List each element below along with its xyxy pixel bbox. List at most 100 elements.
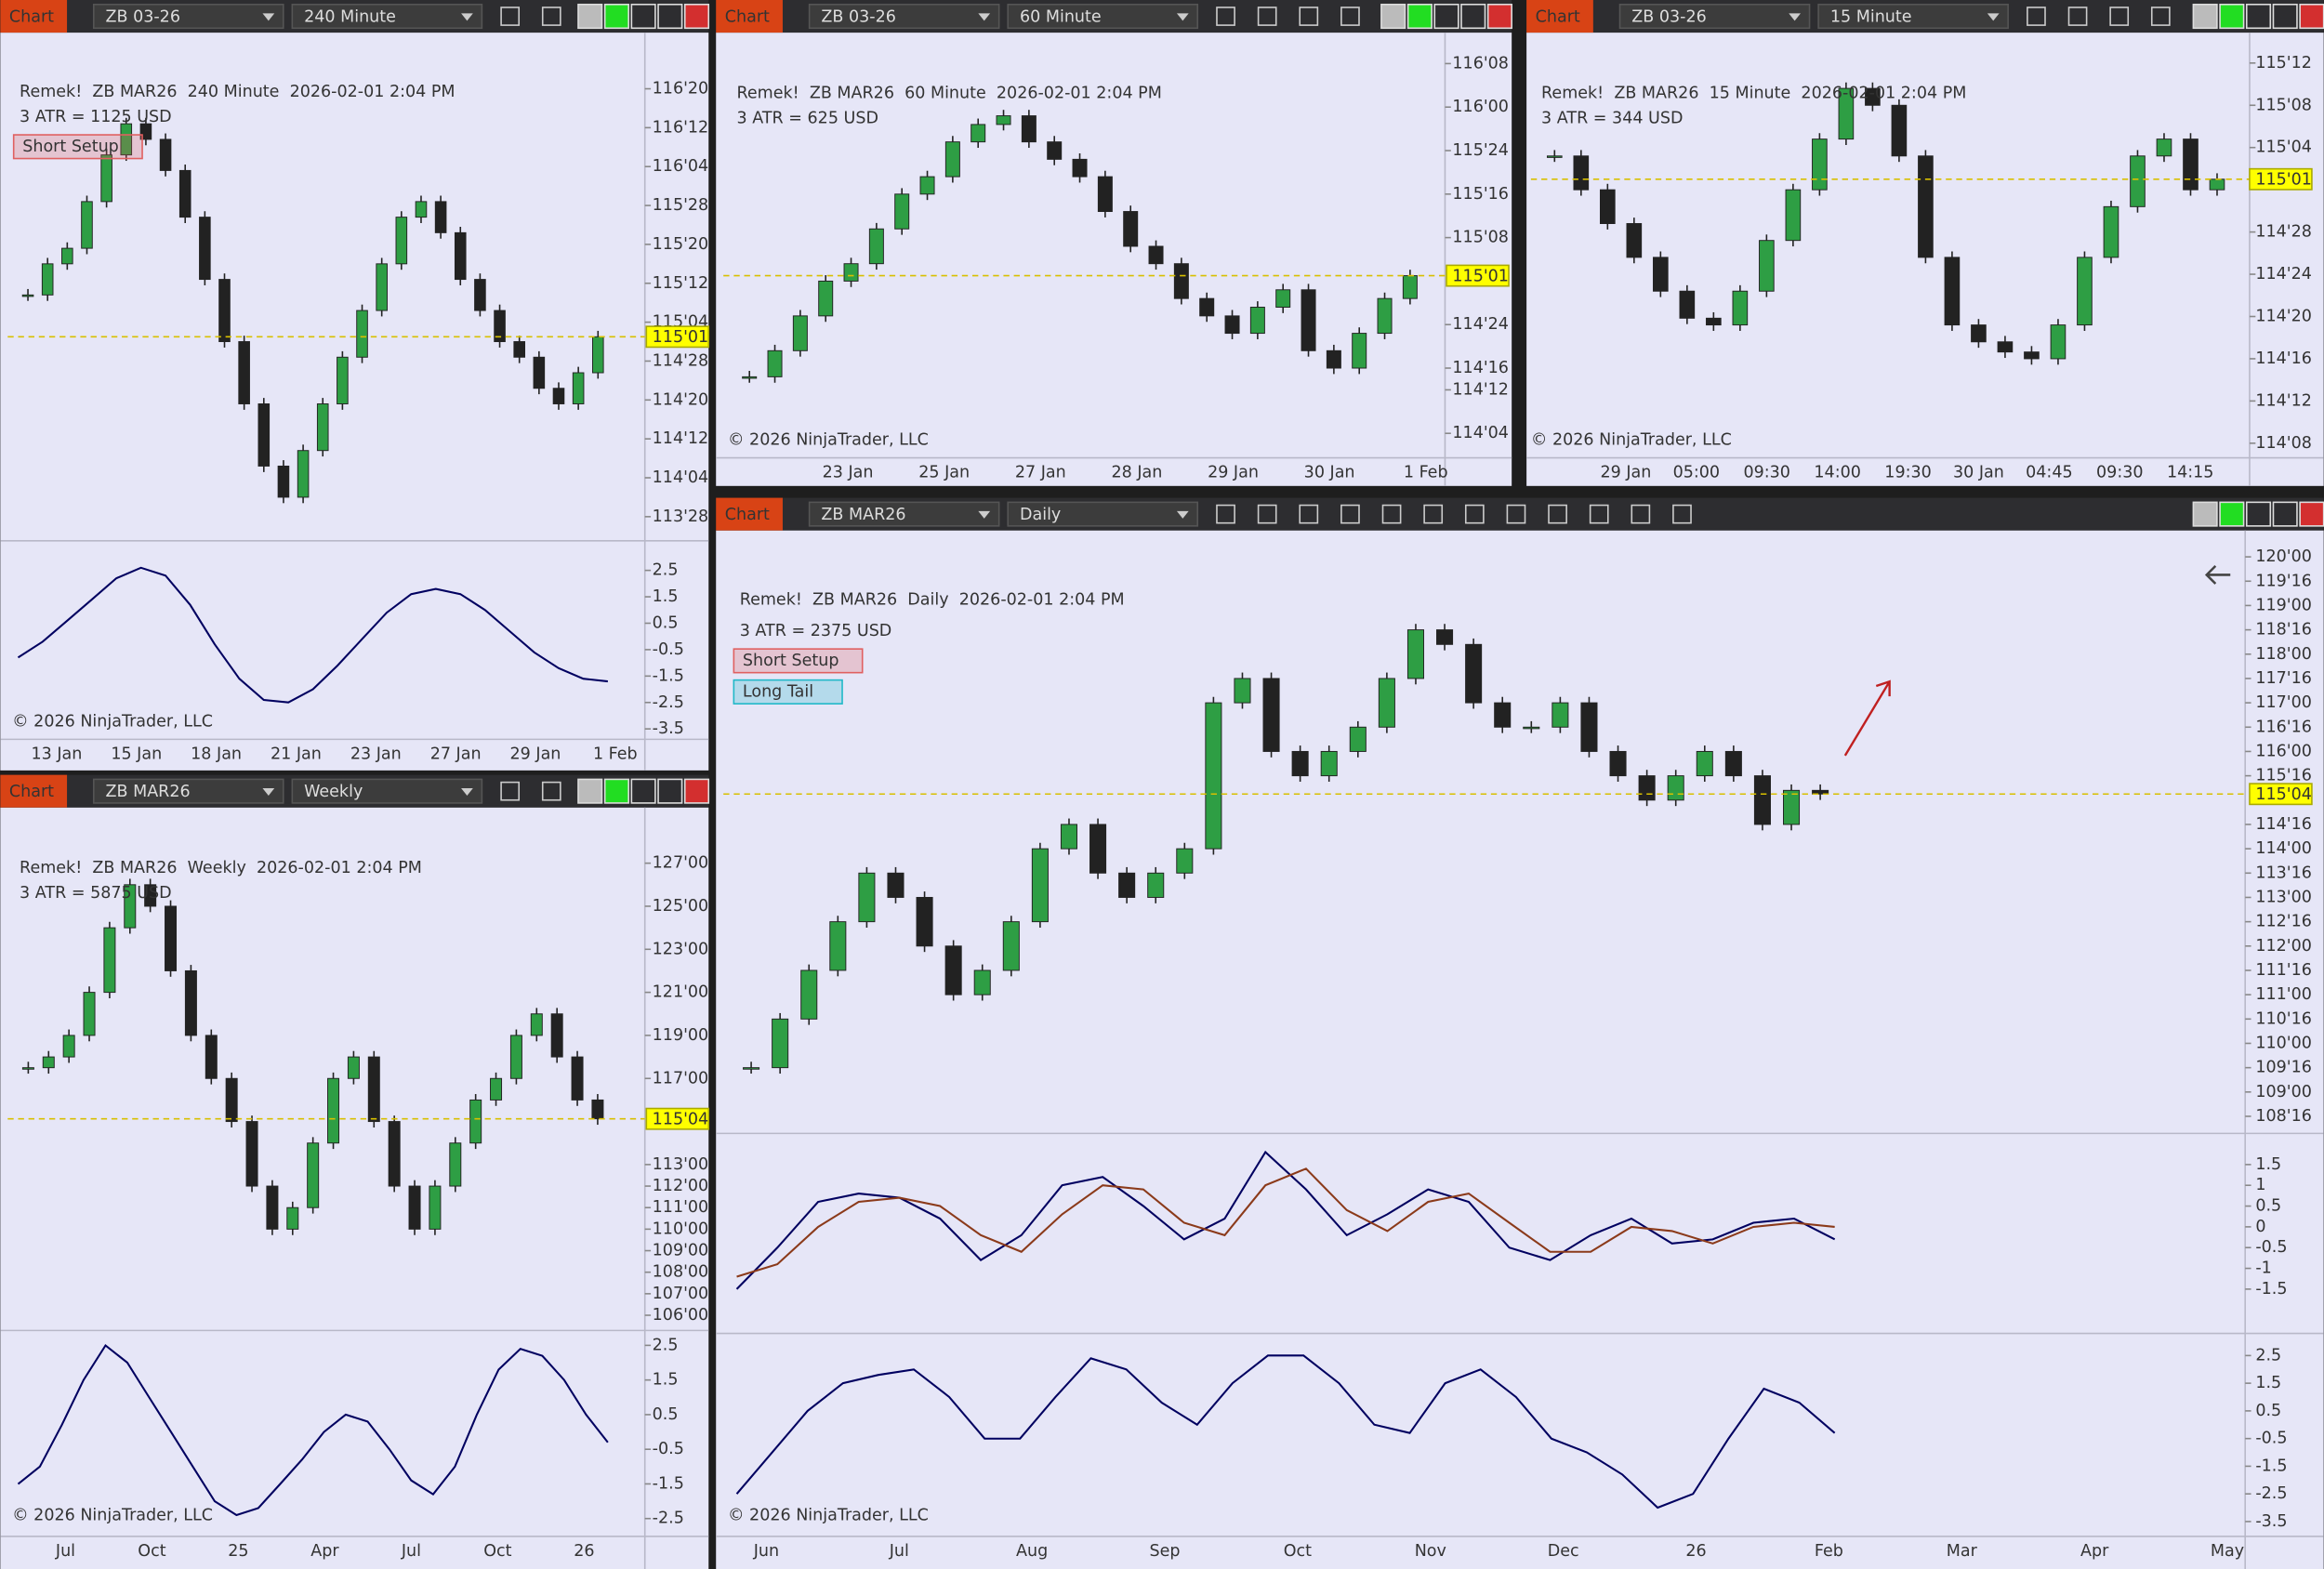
tool-icon[interactable] bbox=[1299, 504, 1319, 524]
tool-icon[interactable] bbox=[2027, 7, 2046, 26]
dropdown[interactable] bbox=[1618, 3, 1811, 30]
back-arrow[interactable] bbox=[2204, 564, 2231, 585]
window-button[interactable] bbox=[1486, 3, 1512, 30]
y-tick-label: 115'08 bbox=[1452, 229, 1509, 247]
window-button[interactable] bbox=[2299, 3, 2324, 30]
tool-icon[interactable] bbox=[1423, 504, 1444, 524]
x-tick-label: Jul bbox=[401, 1542, 421, 1561]
window-button[interactable] bbox=[2245, 3, 2272, 30]
tool-icon[interactable] bbox=[1257, 504, 1277, 524]
window-button[interactable] bbox=[683, 778, 710, 804]
window-button[interactable] bbox=[657, 778, 683, 804]
tool-icon[interactable] bbox=[1631, 504, 1651, 524]
tool-icon[interactable] bbox=[2109, 7, 2130, 26]
y-tick-label: 119'16 bbox=[2255, 572, 2312, 590]
candle bbox=[337, 356, 349, 404]
window-button[interactable] bbox=[1460, 3, 1486, 30]
tool-icon[interactable] bbox=[1299, 7, 1319, 26]
candle bbox=[1031, 848, 1049, 923]
tool-icon[interactable] bbox=[500, 7, 521, 26]
chart-tab[interactable] bbox=[716, 497, 783, 531]
trend-arrow bbox=[1843, 679, 1891, 757]
dropdown[interactable] bbox=[291, 3, 483, 30]
dropdown-arrow bbox=[262, 13, 275, 21]
chart-tab[interactable] bbox=[0, 774, 68, 808]
y-tick-label: 115'24 bbox=[1452, 141, 1509, 160]
dropdown[interactable] bbox=[1007, 3, 1199, 30]
window-button[interactable] bbox=[2299, 501, 2324, 527]
window-button[interactable] bbox=[2192, 3, 2218, 30]
dropdown[interactable] bbox=[92, 3, 284, 30]
window-button[interactable] bbox=[603, 778, 629, 804]
window-button[interactable] bbox=[577, 778, 603, 804]
tool-icon[interactable] bbox=[1257, 7, 1277, 26]
y-tick-label: 115'12 bbox=[2255, 54, 2312, 73]
window-button[interactable] bbox=[1433, 3, 1459, 30]
chart-tab[interactable] bbox=[0, 0, 68, 33]
tool-icon[interactable] bbox=[1340, 504, 1360, 524]
tool-icon[interactable] bbox=[2067, 7, 2088, 26]
osc-tick-label: -0.5 bbox=[653, 1440, 684, 1458]
tool-icon[interactable] bbox=[1216, 504, 1235, 524]
tool-icon[interactable] bbox=[1589, 504, 1609, 524]
window-button[interactable] bbox=[657, 3, 683, 30]
dropdown[interactable] bbox=[808, 3, 1000, 30]
window-button[interactable] bbox=[603, 3, 629, 30]
window-button[interactable] bbox=[630, 778, 656, 804]
tool-icon[interactable] bbox=[2150, 7, 2171, 26]
candle bbox=[1891, 104, 1908, 157]
window-button[interactable] bbox=[2219, 501, 2245, 527]
dropdown[interactable] bbox=[92, 778, 284, 804]
window-button[interactable] bbox=[2272, 501, 2298, 527]
tool-icon[interactable] bbox=[500, 781, 521, 801]
tool-icon[interactable] bbox=[1464, 504, 1485, 524]
dropdown[interactable] bbox=[1007, 501, 1199, 527]
chart-tab[interactable] bbox=[716, 0, 783, 33]
y-tick-label: 119'00 bbox=[653, 1026, 709, 1045]
tool-icon[interactable] bbox=[1506, 504, 1526, 524]
window-button[interactable] bbox=[577, 3, 603, 30]
candle bbox=[454, 231, 467, 281]
tool-icon[interactable] bbox=[1672, 504, 1692, 524]
osc-tick-label: 2.5 bbox=[653, 561, 679, 580]
tool-icon[interactable] bbox=[541, 7, 561, 26]
candle bbox=[1696, 750, 1713, 777]
window-button[interactable] bbox=[1380, 3, 1406, 30]
window-button[interactable] bbox=[2192, 501, 2218, 527]
window-button[interactable] bbox=[683, 3, 710, 30]
osc-line bbox=[735, 1150, 1836, 1290]
window-button[interactable] bbox=[630, 3, 656, 30]
tool-icon[interactable] bbox=[1381, 504, 1402, 524]
y-tick-label: 117'00 bbox=[2255, 693, 2312, 712]
window-button[interactable] bbox=[1406, 3, 1433, 30]
tool-icon[interactable] bbox=[1340, 7, 1360, 26]
window-button[interactable] bbox=[2219, 3, 2245, 30]
dropdown-arrow bbox=[262, 787, 275, 796]
dropdown[interactable] bbox=[1817, 3, 2009, 30]
y-tick-label: 114'12 bbox=[1452, 380, 1509, 399]
candle bbox=[591, 336, 604, 374]
window-button[interactable] bbox=[2272, 3, 2298, 30]
y-tick-label: 114'28 bbox=[653, 351, 709, 370]
tool-icon[interactable] bbox=[541, 781, 561, 801]
tool-icon[interactable] bbox=[1548, 504, 1567, 524]
candle bbox=[21, 294, 34, 297]
chart-tab[interactable] bbox=[1526, 0, 1593, 33]
candle bbox=[1249, 307, 1265, 335]
candle bbox=[1377, 297, 1393, 335]
x-tick-label: 19:30 bbox=[1884, 463, 1931, 481]
dropdown[interactable] bbox=[808, 501, 1000, 527]
candle bbox=[199, 217, 211, 281]
candle bbox=[800, 969, 818, 1020]
y-tick-label: 109'16 bbox=[2255, 1059, 2312, 1077]
candle bbox=[316, 403, 329, 452]
candle bbox=[1706, 317, 1722, 326]
dropdown[interactable] bbox=[291, 778, 483, 804]
dropdown-text: 240 Minute bbox=[304, 7, 396, 26]
window-button[interactable] bbox=[2245, 501, 2272, 527]
x-tick-label: Jun bbox=[753, 1542, 779, 1561]
candle bbox=[347, 1056, 360, 1079]
candle bbox=[83, 992, 96, 1036]
tool-icon[interactable] bbox=[1216, 7, 1235, 26]
